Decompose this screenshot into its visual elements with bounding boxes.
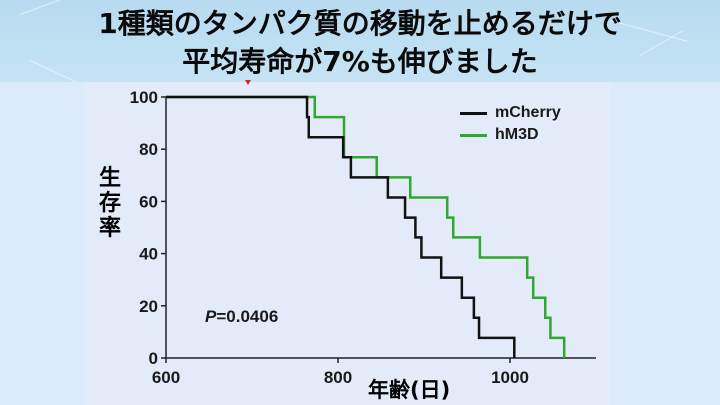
title-line-2: 平均寿命が7%も伸びました bbox=[182, 45, 538, 78]
p-value: =0.0406 bbox=[216, 307, 279, 326]
legend-label-mcherry: mCherry bbox=[495, 104, 561, 121]
y-tick-label: 20 bbox=[139, 297, 158, 316]
p-value-annotation: P=0.0406 bbox=[205, 307, 278, 327]
title-banner: 1種類のタンパク質の移動を止めるだけで 平均寿命が7%も伸びました bbox=[0, 0, 720, 82]
x-axis-ticks: 600 800 1000 bbox=[152, 358, 529, 387]
legend-item-mcherry: mCherry bbox=[460, 102, 561, 124]
legend-item-hm3d: hM3D bbox=[460, 124, 561, 146]
legend: mCherry hM3D bbox=[460, 102, 561, 146]
p-symbol: P bbox=[205, 307, 217, 326]
x-tick-label: 600 bbox=[152, 368, 180, 387]
curve-mcherry bbox=[166, 95, 516, 358]
y-tick-label: 80 bbox=[139, 140, 158, 159]
x-tick-label: 1000 bbox=[491, 368, 529, 387]
y-axis-ticks: 0 20 40 60 80 100 bbox=[130, 88, 166, 368]
y-tick-label: 40 bbox=[139, 245, 158, 264]
y-tick-label: 0 bbox=[149, 349, 158, 368]
title-line-1: 1種類のタンパク質の移動を止めるだけで bbox=[98, 7, 622, 40]
survival-curves bbox=[166, 95, 566, 358]
x-tick-label: 800 bbox=[324, 368, 352, 387]
y-axis-label: 生存率 bbox=[98, 166, 121, 241]
y-tick-label: 60 bbox=[139, 192, 158, 211]
legend-swatch-mcherry bbox=[460, 111, 487, 115]
legend-swatch-hm3d bbox=[460, 133, 487, 137]
axes bbox=[165, 97, 596, 359]
chart-panel bbox=[85, 82, 610, 405]
legend-label-hm3d: hM3D bbox=[495, 126, 539, 143]
x-axis-label: 年齢(日) bbox=[368, 378, 451, 402]
red-marker-icon bbox=[245, 80, 251, 85]
y-tick-label: 100 bbox=[130, 88, 158, 107]
